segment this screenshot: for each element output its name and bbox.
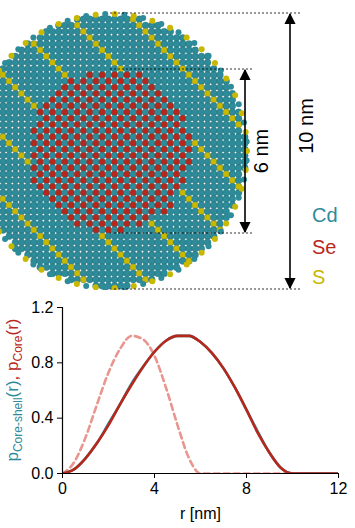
svg-text:1.2: 1.2 [31,299,53,316]
svg-text:0.4: 0.4 [31,409,53,426]
svg-text:pCore-shell(r), pCore(r): pCore-shell(r), pCore(r) [3,318,25,461]
svg-text:12: 12 [330,480,348,497]
svg-text:0: 0 [58,480,67,497]
svg-text:Se: Se [312,236,336,258]
svg-text:0.8: 0.8 [31,354,53,371]
svg-text:0.0: 0.0 [31,465,53,482]
svg-text:10 nm: 10 nm [295,98,317,154]
svg-text:4: 4 [150,480,159,497]
svg-text:Cd: Cd [312,204,338,226]
svg-text:6 nm: 6 nm [250,129,272,173]
svg-text:8: 8 [242,480,251,497]
svg-text:S: S [312,266,325,288]
svg-text:r [nm]: r [nm] [180,505,221,522]
